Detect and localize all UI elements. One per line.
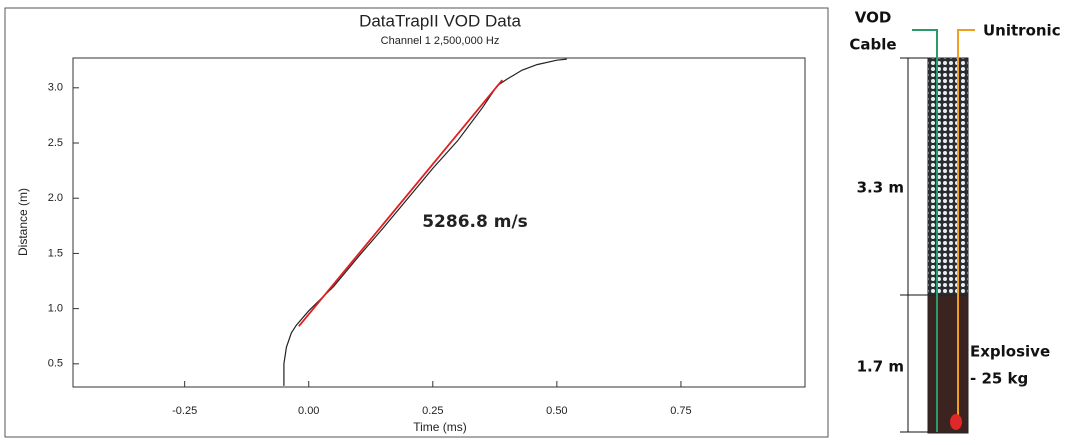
- data-line: [283, 58, 567, 386]
- x-tick-label: 0.75: [670, 405, 691, 417]
- x-tick-label: 0.00: [298, 405, 319, 417]
- y-axis-label: Distance (m): [16, 188, 30, 256]
- y-tick-label: 0.5: [48, 358, 63, 370]
- y-tick-label: 2.0: [48, 192, 63, 204]
- vod-cable: [912, 29, 938, 432]
- label: - 25 kg: [970, 370, 1028, 388]
- explosive-charge: [927, 294, 969, 434]
- label: Explosive: [970, 343, 1050, 361]
- unitronic-cable: [957, 29, 975, 420]
- x-tick-label: -0.25: [172, 405, 197, 417]
- label: Unitronic: [983, 22, 1061, 40]
- x-tick-label: 0.25: [422, 405, 443, 417]
- chart-title: DataTrapII VOD Data: [359, 11, 521, 30]
- x-tick-label: 0.50: [546, 405, 567, 417]
- plot-area: [72, 57, 806, 388]
- label: VOD: [855, 9, 892, 27]
- stemming: [927, 57, 969, 296]
- label: Cable: [849, 36, 896, 54]
- data-line: [298, 79, 503, 327]
- label: 1.7 m: [857, 358, 904, 376]
- chart-subtitle: Channel 1 2,500,000 Hz: [381, 35, 500, 47]
- x-axis-label: Time (ms): [413, 420, 467, 434]
- y-tick-label: 1.5: [48, 247, 63, 259]
- primer: [950, 414, 962, 430]
- label: 3.3 m: [857, 179, 904, 197]
- y-tick-label: 1.0: [48, 303, 63, 315]
- y-tick-label: 2.5: [48, 137, 63, 149]
- diagram: VOD Cable Unitronic 3.3 m 1.7 m Explosiv…: [849, 9, 1061, 434]
- chart-frame: [4, 7, 829, 438]
- annotation: 5286.8 m/s: [422, 212, 528, 232]
- y-tick-label: 3.0: [48, 82, 63, 94]
